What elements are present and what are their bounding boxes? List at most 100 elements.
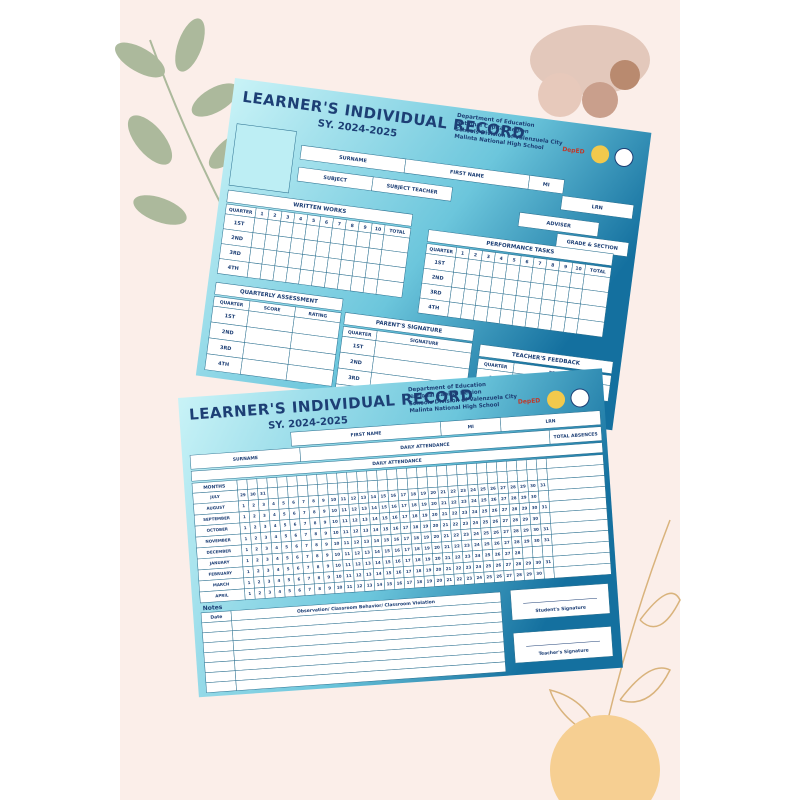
cell [504,263,521,281]
row-label: 1ST [233,220,245,227]
cell [315,240,331,259]
field-label: LRN [545,418,556,425]
day-number: 2 [253,513,256,518]
day-number: 15 [381,504,387,509]
cell [355,231,372,249]
cell [375,279,404,298]
notes-title: Notes [203,604,224,612]
cell [456,463,468,475]
day-number: 4 [273,512,276,517]
table-title-bar [427,229,614,267]
day-number: 5 [288,588,291,593]
month-name: DECEMBER [206,548,231,555]
column-header: 4 [299,216,303,222]
cell [451,271,467,290]
day-number: 27 [505,551,511,556]
table-title-bar [478,344,614,374]
day-number: 14 [375,560,381,565]
day-number: 7 [307,565,310,570]
cell [317,226,333,244]
day-number: 21 [445,555,451,560]
day-number: 25 [482,508,488,513]
logo: DepED [518,397,541,406]
cell [351,260,368,278]
cell [543,268,559,287]
cell [336,472,348,484]
cell [246,262,263,280]
day-number: 18 [411,502,417,507]
month-name: SEPTEMBER [203,515,230,522]
row-label: 2ND [221,329,234,336]
cell [366,480,379,493]
day-number: 5 [285,544,288,549]
logo: DepED [562,146,585,156]
cell [563,316,579,335]
day-number: 4 [277,578,280,583]
day-number: 19 [426,578,432,583]
cell [330,227,346,245]
column-header: 10 [575,266,582,273]
day-number: 4 [272,501,275,506]
day-number: 29 [522,516,528,521]
cell [272,265,288,283]
day-number: 10 [335,563,341,568]
day-number: 17 [400,492,406,497]
header-line: National Capital Region [408,389,482,400]
day-number: 26 [495,551,501,556]
cell [530,267,546,285]
cell [313,255,329,273]
cell [464,273,480,291]
cell [495,460,508,473]
cell [485,461,498,473]
day-number: 26 [495,562,501,567]
cell [541,283,557,301]
column-header: 7 [337,221,341,227]
row-label: 1ST [434,260,446,267]
cell [298,268,314,287]
logo-seal [570,388,590,408]
day-number: 5 [287,577,290,582]
cell [285,267,301,285]
logo-seal [591,145,610,164]
day-number: 9 [327,574,330,579]
day-number: 29 [526,571,532,576]
cell [460,303,476,321]
day-number: 24 [472,520,478,525]
cell [346,471,358,483]
day-number: 12 [355,561,361,566]
cell [366,470,378,482]
cell [466,258,482,276]
day-number: 22 [452,510,458,515]
day-number: 25 [485,552,491,557]
day-number: 18 [414,546,420,551]
cell [316,473,328,485]
day-number: 20 [430,490,436,495]
cell [337,274,353,292]
day-number: 7 [304,532,307,537]
day-number: 18 [415,557,421,562]
day-number: 9 [324,530,327,535]
column-header: QUARTER [219,299,244,308]
day-number: 10 [336,574,342,579]
cell [342,229,359,247]
day-number: 14 [373,527,379,532]
day-number: 3 [266,557,269,562]
day-number: 14 [372,516,378,521]
row-label: 3RD [220,345,232,352]
day-number: 10 [334,541,340,546]
day-number: 4 [274,523,277,528]
day-number: 21 [440,489,446,494]
day-number: 31 [544,537,550,542]
day-number: 20 [436,578,442,583]
day-number: 25 [486,574,492,579]
day-number: 31 [260,491,266,496]
row-label: 4TH [428,304,440,311]
cell [513,295,530,313]
column-header: QUARTER [483,361,508,370]
day-number: 20 [433,534,439,539]
signature-label: Student's Signature [535,605,586,615]
day-number: 24 [474,542,480,547]
cell [556,270,572,288]
cell [263,234,280,252]
day-number: 15 [384,548,390,553]
